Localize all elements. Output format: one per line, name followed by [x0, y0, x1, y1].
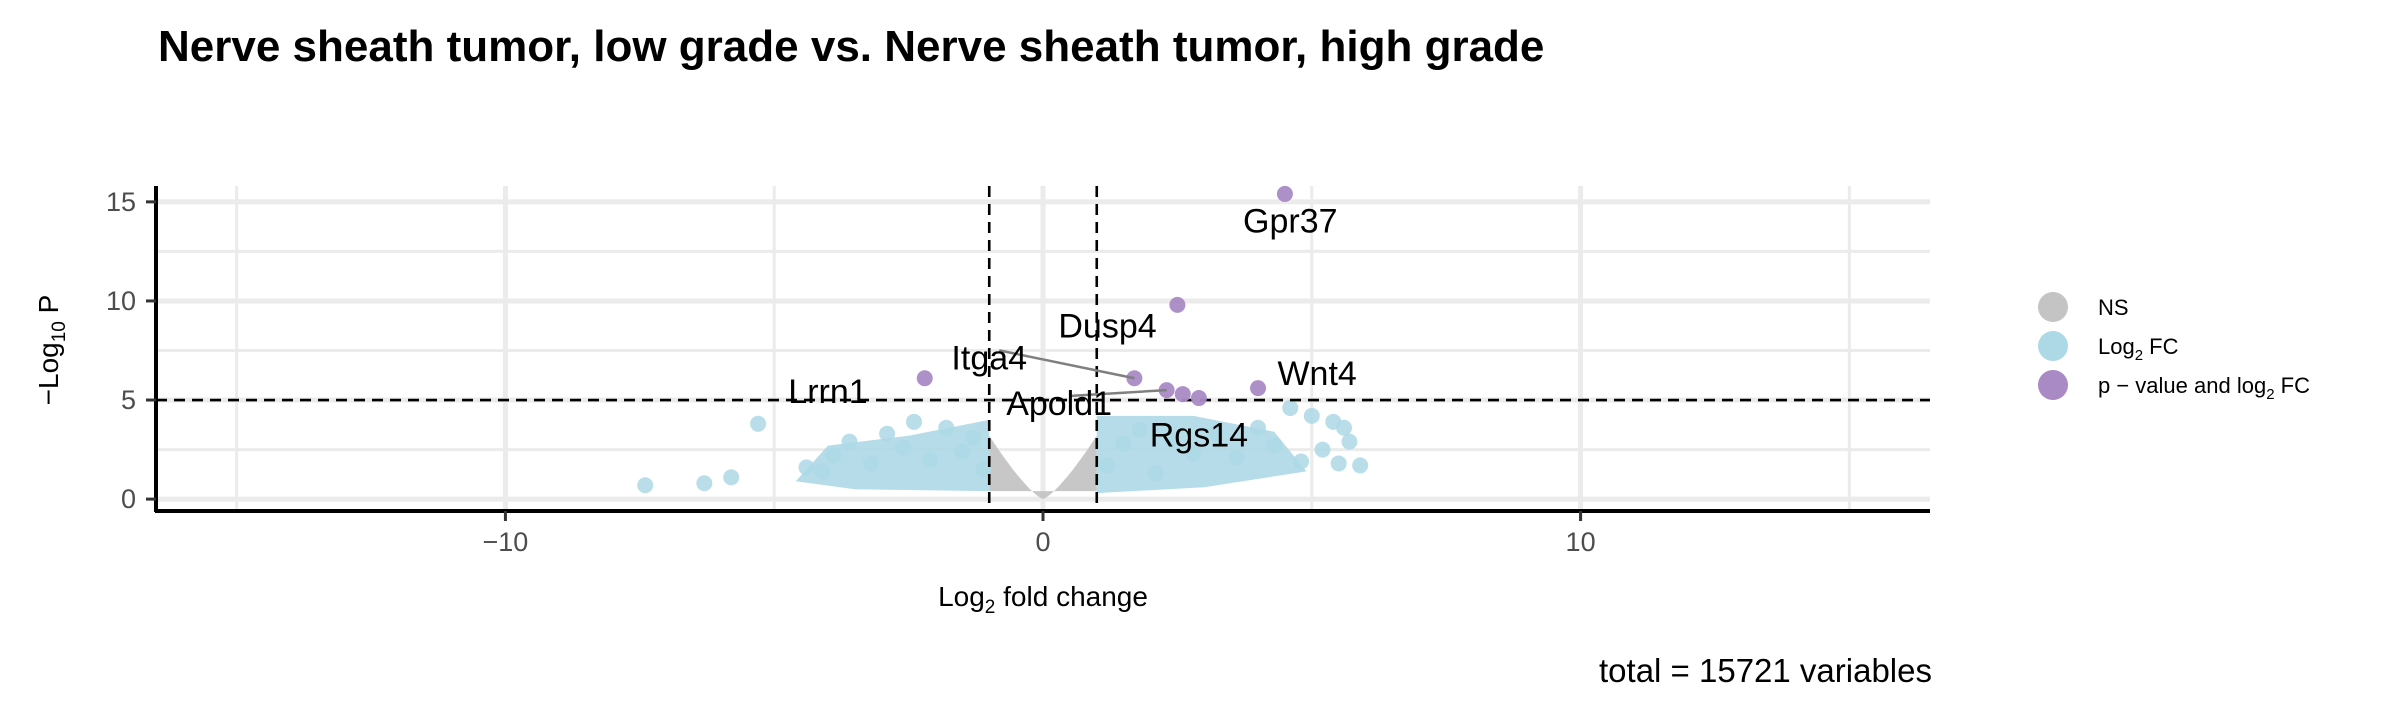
log2fc-point — [798, 459, 815, 476]
log2fc-point — [814, 463, 831, 480]
log2fc-point — [1341, 433, 1358, 450]
log2fc-point — [879, 425, 896, 442]
log2fc-point — [825, 447, 842, 464]
gene-label: Rgs14 — [1150, 417, 1248, 455]
y-tick-label: 15 — [106, 187, 136, 217]
y-tick-label: 5 — [121, 385, 136, 415]
axes: −10 0 10 0 5 10 15 Log2 fold change −Log10 P — [33, 186, 1930, 618]
grid — [156, 186, 1930, 511]
leader-line — [1069, 388, 1167, 398]
log2fc-point — [1185, 445, 1202, 462]
gene-labels: Gpr37 Dusp4 Itga4 Lrrn1 Apold1 Rgs14 Wnt4 — [788, 203, 1357, 455]
log2fc-points — [637, 399, 1369, 494]
log2fc-point — [954, 443, 971, 460]
log2fc-point — [1131, 421, 1148, 438]
log2fc-point — [1352, 457, 1369, 474]
gene-label: Apold1 — [1006, 385, 1112, 423]
chart-title: Nerve sheath tumor, low grade vs. Nerve … — [158, 22, 1545, 71]
log2fc-point — [1250, 419, 1267, 436]
gene-label: Itga4 — [951, 339, 1027, 377]
y-tick-label: 10 — [106, 286, 136, 316]
log2fc-point — [1330, 455, 1347, 472]
significant-point — [1190, 390, 1207, 407]
log2fc-point — [1147, 465, 1164, 482]
significant-point — [1169, 296, 1186, 313]
legend: NS Log2 FC p − value and log2 FC — [2038, 292, 2310, 403]
log2fc-point — [975, 461, 992, 478]
log2fc-point — [1228, 449, 1245, 466]
x-tick-label: −10 — [483, 527, 529, 557]
log2fc-point — [1293, 453, 1310, 470]
log2fc-point — [637, 477, 654, 494]
log2fc-point — [895, 439, 912, 456]
significant-point — [1250, 380, 1267, 397]
leader-line — [998, 349, 1135, 380]
log2fc-point — [862, 455, 879, 472]
log2fc-point — [1099, 457, 1116, 474]
gene-label: Wnt4 — [1277, 355, 1356, 393]
log2fc-point — [750, 415, 767, 432]
log2fc-point — [905, 413, 922, 430]
non-significant-points — [989, 435, 1097, 500]
log2fc-point — [1115, 435, 1132, 452]
log2fc-point — [965, 429, 982, 446]
log2fc-point — [1303, 407, 1320, 424]
legend-label-log2FC: Log2 FC — [2098, 334, 2179, 364]
x-tick-label: 10 — [1566, 527, 1596, 557]
log2fc-point — [1336, 419, 1353, 436]
significant-point — [916, 370, 933, 387]
log2fc-point — [1314, 441, 1331, 458]
x-tick-label: 0 — [1035, 527, 1050, 557]
log2fc-point — [1207, 425, 1224, 442]
legend-label-both: p − value and log2 FC — [2098, 373, 2310, 403]
log2fc-point — [922, 451, 939, 468]
legend-key-log2FC — [2038, 331, 2068, 361]
significant-point — [1174, 386, 1191, 403]
y-tick-label: 0 — [121, 484, 136, 514]
y-axis-title: −Log10 P — [33, 295, 70, 406]
gene-label: Lrrn1 — [788, 373, 867, 411]
legend-key-NS — [2038, 292, 2068, 322]
log2fc-cloud-left — [795, 419, 990, 492]
significant-point — [1276, 185, 1293, 202]
log2fc-point — [1282, 399, 1299, 416]
log2fc-point — [841, 433, 858, 450]
ns-cloud — [989, 435, 1097, 500]
log2fc-point — [696, 475, 713, 492]
caption: total = 15721 variables — [1599, 652, 1932, 689]
log2fc-point — [1164, 431, 1181, 448]
legend-label-NS: NS — [2098, 295, 2129, 320]
cutoff-lines — [156, 186, 1930, 511]
log2fc-point — [938, 419, 955, 436]
gene-label: Gpr37 — [1243, 203, 1338, 241]
log2fc-point — [723, 469, 740, 486]
gene-label: Dusp4 — [1058, 308, 1156, 346]
log2fc-point — [1266, 437, 1283, 454]
legend-key-both — [2038, 370, 2068, 400]
x-axis-title: Log2 fold change — [938, 581, 1148, 618]
